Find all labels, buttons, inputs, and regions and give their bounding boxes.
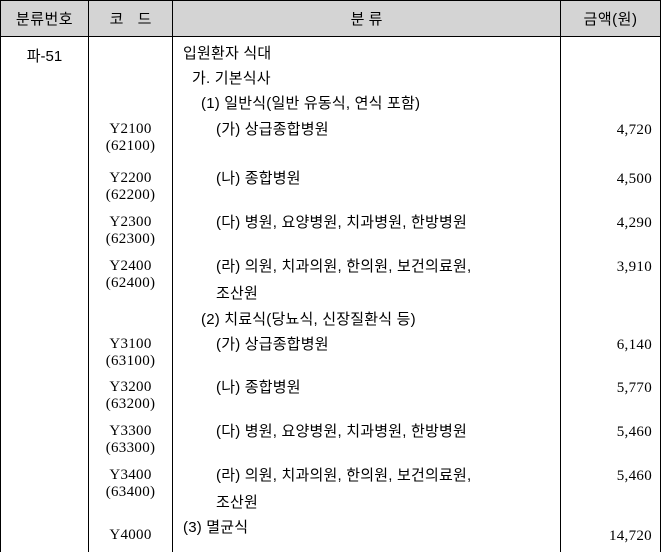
classification-no-column: 파-51: [1, 37, 89, 552]
category-column: 입원환자 식대 가. 기본식사 (1) 일반식(일반 유동식, 연식 포함) (…: [173, 37, 561, 552]
table-body: 파-51 Y2100 (62100) Y2200 (62200) Y2300 (…: [1, 37, 660, 552]
code-main: Y2200: [109, 170, 152, 186]
column-header-category: 분 류: [173, 1, 561, 36]
code-alt: (63100): [105, 353, 156, 369]
category-item-label: (라) 의원, 치과의원, 한의원, 보건의료원,: [216, 258, 472, 275]
code-alt: (62200): [105, 187, 156, 203]
amount-value: 3,910: [616, 259, 652, 275]
code-cell: Y3100 (63100): [89, 336, 172, 370]
code-cell: Y4000: [89, 527, 172, 544]
category-item-label-continued: 조산원: [216, 494, 259, 511]
amount-value: 4,290: [616, 215, 652, 231]
code-main: Y2100: [109, 121, 152, 137]
column-header-code: 코 드: [89, 1, 173, 36]
code-cell: Y2400 (62400): [89, 258, 172, 292]
category-item-label-continued: 조산원: [216, 285, 259, 302]
amount-value: 5,460: [616, 468, 652, 484]
code-main: Y3100: [109, 336, 152, 352]
code-alt: (63400): [105, 484, 156, 500]
category-item-label: (다) 병원, 요양병원, 치과병원, 한방병원: [216, 214, 467, 231]
code-alt: (63300): [105, 440, 156, 456]
code-cell: Y2300 (62300): [89, 214, 172, 248]
code-cell: Y3300 (63300): [89, 423, 172, 457]
amount-value: 4,720: [616, 122, 652, 138]
amount-value: 14,720: [608, 528, 652, 544]
amount-value: 5,460: [616, 424, 652, 440]
code-cell: Y2200 (62200): [89, 170, 172, 204]
classification-number: 파-51: [26, 48, 63, 65]
column-header-classification-no: 분류번호: [1, 1, 89, 36]
category-item-label: (나) 종합병원: [216, 170, 301, 187]
amount-column: 4,720 4,500 4,290 3,910 6,140 5,770 5,46…: [561, 37, 660, 552]
code-main: Y3200: [109, 379, 152, 395]
column-header-amount: 금액(원): [583, 11, 638, 28]
amount-value: 6,140: [616, 337, 652, 353]
code-alt: (62300): [105, 231, 156, 247]
code-alt: (62100): [105, 138, 156, 154]
category-subsection-label: (3) 멸균식: [183, 519, 249, 536]
category-subsection-label: (1) 일반식(일반 유동식, 연식 포함): [201, 95, 421, 112]
code-main: Y2300: [109, 214, 152, 230]
category-subsection-label: (2) 치료식(당뇨식, 신장질환식 등): [201, 311, 416, 328]
code-cell: Y3200 (63200): [89, 379, 172, 413]
category-item-label: (라) 의원, 치과의원, 한의원, 보건의료원,: [216, 467, 472, 484]
amount-value: 5,770: [616, 380, 652, 396]
code-alt: (63200): [105, 396, 156, 412]
category-item-label: (다) 병원, 요양병원, 치과병원, 한방병원: [216, 423, 467, 440]
amount-value: 4,500: [616, 171, 652, 187]
category-title: 입원환자 식대: [183, 45, 272, 62]
code-main: Y3400: [109, 467, 152, 483]
code-cell: Y2100 (62100): [89, 121, 172, 155]
code-main: Y2400: [109, 258, 152, 274]
code-main: Y3300: [109, 423, 152, 439]
code-cell: Y3400 (63400): [89, 467, 172, 501]
code-alt: (62400): [105, 275, 156, 291]
category-item-label: (나) 종합병원: [216, 379, 301, 396]
code-main: Y4000: [109, 527, 152, 543]
code-column: Y2100 (62100) Y2200 (62200) Y2300 (62300…: [89, 37, 173, 552]
category-section-label: 가. 기본식사: [192, 70, 271, 87]
table-header-row: 분류번호 코 드 분 류 금액(원): [1, 1, 660, 37]
category-item-label: (가) 상급종합병원: [216, 121, 329, 138]
category-item-label: (가) 상급종합병원: [216, 336, 329, 353]
